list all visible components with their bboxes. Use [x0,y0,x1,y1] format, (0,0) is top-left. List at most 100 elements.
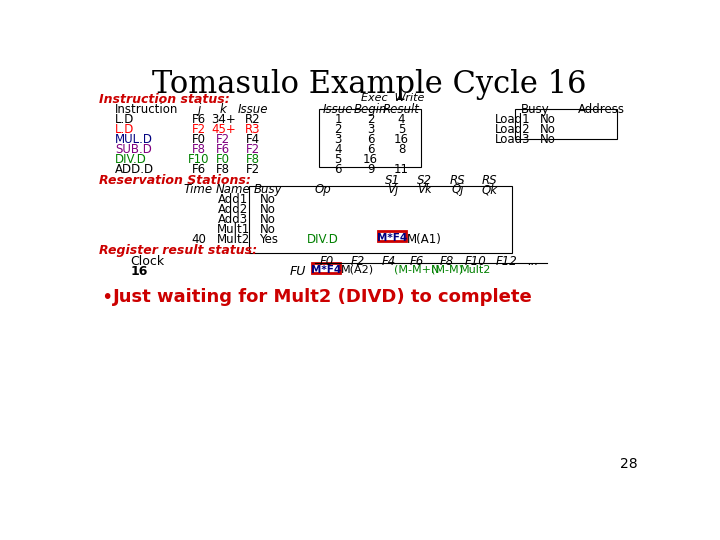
Text: M*F4: M*F4 [377,233,408,242]
Text: Op: Op [314,184,331,197]
Text: Vk: Vk [418,184,432,197]
Text: 3: 3 [334,133,342,146]
Text: 6: 6 [334,164,342,177]
Text: ...: ... [528,255,539,268]
Text: Register result status:: Register result status: [99,244,258,257]
Text: Result: Result [383,103,420,116]
Text: Add1: Add1 [218,193,248,206]
Text: Issue: Issue [238,103,268,116]
Text: F6: F6 [410,255,424,268]
Text: Begin: Begin [354,103,387,116]
Text: •: • [102,288,113,307]
Text: 5: 5 [334,153,342,166]
Text: RS: RS [449,174,465,187]
Text: Load2: Load2 [495,123,530,136]
Text: R3: R3 [245,123,261,136]
Text: F6: F6 [216,143,230,157]
Text: Just waiting for Mult2 (DIVD) to complete: Just waiting for Mult2 (DIVD) to complet… [113,288,533,306]
Text: F8: F8 [192,143,205,157]
Text: SUB.D: SUB.D [114,143,152,157]
Text: 9: 9 [366,164,374,177]
Text: F4: F4 [382,255,395,268]
Text: F10: F10 [465,255,487,268]
Text: Instruction status:: Instruction status: [99,93,230,106]
Text: R2: R2 [245,113,261,126]
Text: F2: F2 [246,164,260,177]
Text: Vj: Vj [387,184,398,197]
Text: F8: F8 [439,255,454,268]
Text: MUL.D: MUL.D [114,133,153,146]
Text: DIV.D: DIV.D [307,233,338,246]
Text: Instruction: Instruction [114,103,178,116]
Text: F8: F8 [216,164,230,177]
Text: F6: F6 [192,164,206,177]
Text: k: k [220,103,227,116]
Text: Time: Time [184,184,213,197]
Text: Name: Name [216,184,251,197]
Text: F12: F12 [495,255,517,268]
Text: 11: 11 [394,164,409,177]
Text: Reservation Stations:: Reservation Stations: [99,174,251,187]
Text: 2: 2 [366,113,374,126]
Text: L.D: L.D [114,113,134,126]
Text: 6: 6 [366,143,374,157]
Bar [312,264,341,273]
Text: Mult2: Mult2 [217,233,250,246]
Text: 4: 4 [397,113,405,126]
Text: ADD.D: ADD.D [114,164,154,177]
Text: No: No [261,202,276,215]
Text: 8: 8 [398,143,405,157]
Text: Qk: Qk [482,184,498,197]
Text: Busy: Busy [254,184,282,197]
Bar [319,109,421,167]
Bar [515,109,617,139]
Text: RS: RS [482,174,498,187]
Text: F2: F2 [246,143,260,157]
Text: Load1: Load1 [495,113,530,126]
Bar [249,186,513,253]
Text: M*F4: M*F4 [311,265,341,275]
Text: Add3: Add3 [218,213,248,226]
Text: 6: 6 [366,133,374,146]
Text: F4: F4 [246,133,260,146]
Text: 1: 1 [334,113,342,126]
Text: Exec  Write: Exec Write [361,93,425,103]
Text: Qj: Qj [451,184,464,197]
Text: Clock: Clock [130,255,164,268]
Text: F2: F2 [350,255,364,268]
Text: No: No [261,213,276,226]
Text: S1: S1 [384,174,400,187]
Text: S2: S2 [418,174,432,187]
Text: 16: 16 [394,133,409,146]
Text: F2: F2 [192,123,206,136]
Text: j: j [197,103,200,116]
Text: 5: 5 [398,123,405,136]
Text: Mult1: Mult1 [217,222,250,235]
Text: Issue: Issue [323,103,354,116]
Text: Tomasulo Example Cycle 16: Tomasulo Example Cycle 16 [152,69,586,100]
Text: F0: F0 [216,153,230,166]
Text: Add2: Add2 [218,202,248,215]
Text: 45+: 45+ [211,123,235,136]
Text: M(A1): M(A1) [408,233,442,246]
Text: No: No [539,113,555,126]
Text: M(A2): M(A2) [341,265,374,275]
Text: F10: F10 [188,153,210,166]
Text: F0: F0 [319,255,333,268]
Text: 3: 3 [367,123,374,136]
Text: 2: 2 [334,123,342,136]
Text: 28: 28 [619,457,637,471]
Text: 16: 16 [130,265,148,278]
Text: (M-M): (M-M) [431,265,462,275]
Text: Address: Address [578,103,625,116]
Text: (M-M+N: (M-M+N [395,265,440,275]
Text: Yes: Yes [258,233,278,246]
Text: Busy: Busy [521,103,550,116]
Text: F8: F8 [246,153,260,166]
Text: 40: 40 [191,233,206,246]
Text: 4: 4 [334,143,342,157]
Text: Load3: Load3 [495,133,530,146]
Text: No: No [261,222,276,235]
Bar [378,231,406,241]
Text: Mult2: Mult2 [460,265,492,275]
